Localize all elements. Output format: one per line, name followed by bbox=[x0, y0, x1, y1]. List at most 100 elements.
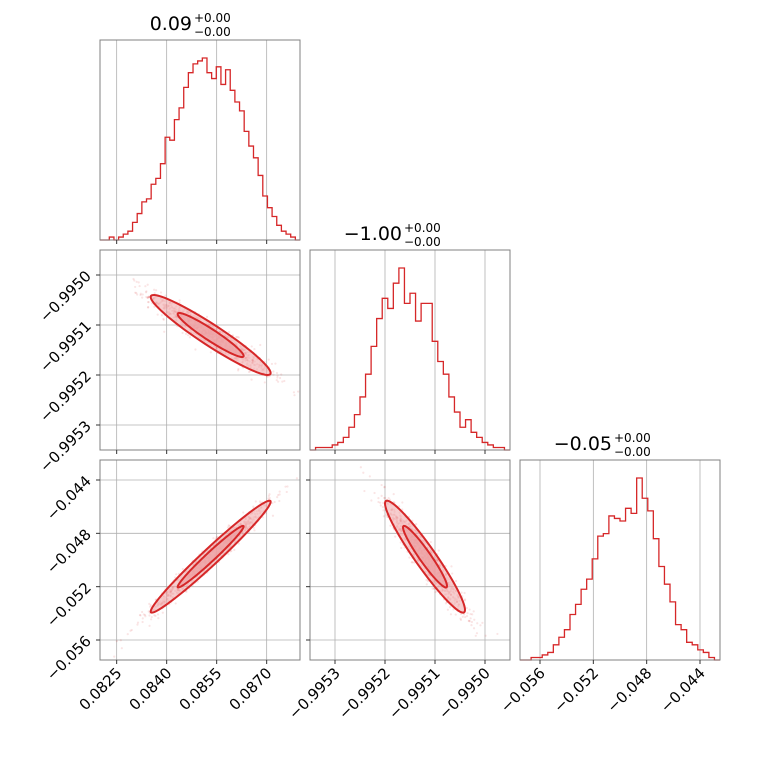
sample-point bbox=[275, 371, 279, 375]
sample-point bbox=[471, 613, 474, 616]
density-layer bbox=[113, 477, 298, 658]
sample-point bbox=[126, 633, 129, 636]
sample-point bbox=[293, 394, 296, 397]
sample-point bbox=[141, 293, 144, 296]
sample-point bbox=[147, 306, 150, 309]
sample-point bbox=[119, 639, 122, 642]
sample-point bbox=[461, 615, 464, 618]
sample-point bbox=[384, 496, 387, 500]
sample-point bbox=[359, 466, 362, 469]
sample-point bbox=[138, 284, 141, 288]
sample-point bbox=[272, 373, 275, 376]
sample-point bbox=[467, 619, 470, 623]
sample-point bbox=[448, 606, 452, 609]
sample-point bbox=[454, 579, 458, 583]
sample-point bbox=[472, 610, 475, 613]
x-tick-label-p0: 0.0825 bbox=[76, 664, 126, 714]
sample-point bbox=[472, 627, 476, 630]
histogram-p0 bbox=[100, 57, 300, 241]
sample-point bbox=[459, 618, 463, 621]
sample-point bbox=[469, 617, 472, 620]
sample-point bbox=[250, 345, 253, 348]
sample-point bbox=[268, 496, 271, 500]
sample-point bbox=[276, 495, 279, 499]
sample-point bbox=[155, 289, 158, 292]
sample-point bbox=[382, 515, 385, 518]
sample-point bbox=[380, 494, 383, 497]
sample-point bbox=[181, 567, 184, 571]
sample-point bbox=[156, 613, 160, 616]
sample-point bbox=[270, 362, 274, 366]
sample-point bbox=[411, 561, 414, 564]
sample-point bbox=[381, 506, 385, 509]
sample-point bbox=[278, 490, 281, 493]
sample-point bbox=[463, 598, 467, 601]
sample-point bbox=[382, 496, 386, 500]
sample-point bbox=[132, 277, 135, 281]
sample-point bbox=[154, 614, 157, 617]
sample-point bbox=[153, 614, 156, 617]
sample-point bbox=[253, 529, 256, 532]
sample-point bbox=[377, 497, 380, 500]
sample-point bbox=[484, 634, 487, 637]
x-tick-label-p0: 0.0855 bbox=[176, 664, 226, 714]
sample-point bbox=[383, 486, 386, 489]
sample-point bbox=[272, 370, 275, 373]
density-layer bbox=[359, 466, 499, 637]
sample-point bbox=[379, 501, 382, 504]
sample-point bbox=[362, 471, 365, 474]
title-plus-p0: +0.00 bbox=[194, 11, 231, 25]
sample-point bbox=[242, 511, 245, 514]
sample-point bbox=[278, 499, 281, 503]
sample-point bbox=[394, 535, 397, 538]
panel-frame bbox=[309, 249, 511, 451]
title-minus-p0: −0.00 bbox=[194, 25, 231, 39]
sample-point bbox=[408, 556, 411, 559]
panel-frame bbox=[99, 249, 301, 451]
sample-point bbox=[133, 279, 136, 282]
sample-point bbox=[209, 351, 212, 354]
x-tick-label-p2: −0.056 bbox=[497, 664, 549, 716]
panel-frame bbox=[519, 459, 721, 661]
sample-point bbox=[134, 291, 137, 294]
sample-point bbox=[433, 587, 436, 591]
sample-point bbox=[263, 381, 266, 384]
sample-point bbox=[227, 553, 230, 556]
sample-point bbox=[188, 336, 192, 339]
sample-point bbox=[148, 624, 151, 627]
y-tick-label-p2: −0.044 bbox=[43, 472, 95, 524]
sample-point bbox=[463, 591, 466, 595]
sample-point bbox=[460, 591, 463, 594]
sample-point bbox=[410, 561, 413, 564]
sample-point bbox=[227, 524, 230, 527]
sample-point bbox=[144, 291, 148, 294]
sample-point bbox=[145, 295, 148, 299]
sample-point bbox=[271, 501, 274, 505]
sample-point bbox=[277, 380, 280, 383]
sample-point bbox=[159, 291, 163, 294]
sample-point bbox=[175, 573, 178, 576]
sample-point bbox=[400, 546, 403, 550]
sample-point bbox=[401, 508, 404, 511]
sample-point bbox=[268, 493, 271, 496]
panel-frame bbox=[99, 39, 301, 241]
sample-point bbox=[136, 293, 139, 296]
sample-point bbox=[139, 292, 142, 295]
sample-point bbox=[276, 374, 279, 377]
sample-point bbox=[146, 283, 149, 286]
sample-point bbox=[139, 614, 142, 617]
sample-point bbox=[186, 334, 190, 337]
sample-point bbox=[88, 254, 90, 256]
sample-point bbox=[469, 612, 472, 616]
sample-point bbox=[462, 613, 466, 616]
sample-point bbox=[466, 612, 469, 615]
sample-point bbox=[258, 500, 262, 503]
sample-point bbox=[236, 335, 239, 339]
sample-point bbox=[115, 639, 118, 643]
sample-point bbox=[247, 370, 251, 374]
contour-inner bbox=[176, 524, 245, 589]
sample-point bbox=[146, 296, 149, 300]
sample-point bbox=[398, 505, 401, 508]
x-tick-label-p0: 0.0840 bbox=[126, 664, 176, 714]
